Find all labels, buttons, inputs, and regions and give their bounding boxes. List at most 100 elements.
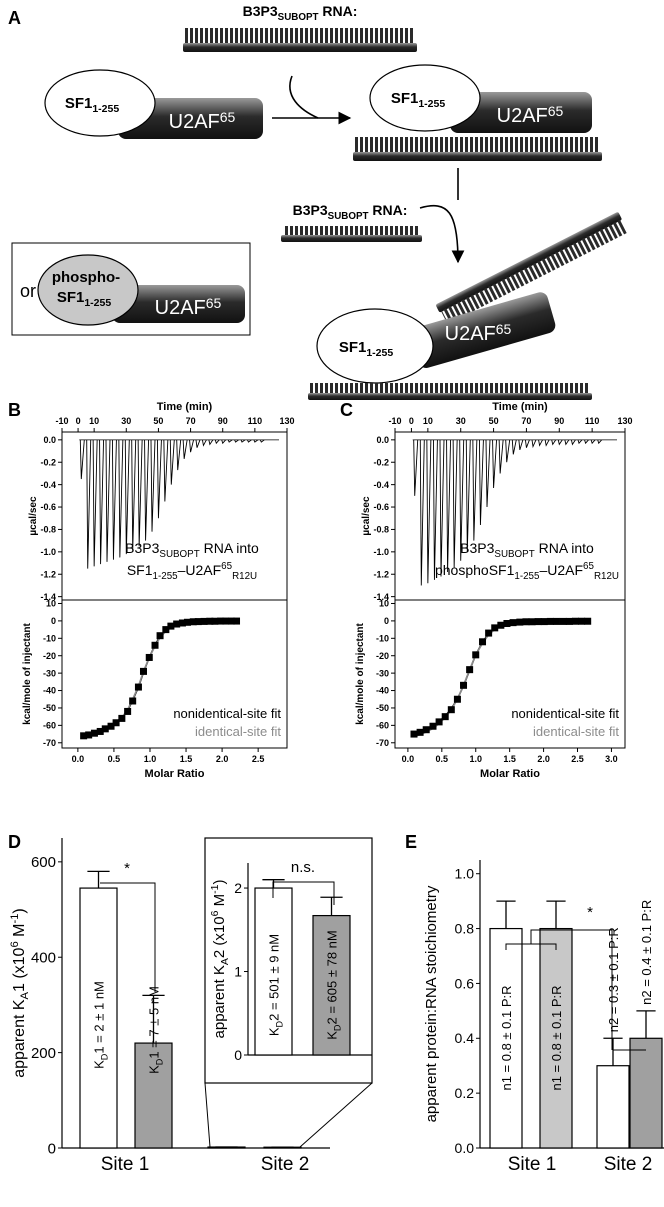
bar-label: KD1 = 7 ± 5 nM (147, 986, 165, 1074)
legend-label: nonidentical-site fit (511, 706, 619, 721)
injection-peak (131, 439, 137, 551)
data-point (85, 731, 93, 739)
text-part: 65 (496, 321, 512, 337)
y-tick-label: -30 (43, 668, 56, 678)
y-tick-label: -1.2 (373, 569, 389, 579)
data-point (96, 727, 104, 735)
data-point (167, 622, 175, 630)
sf1-label: SF11-255 (65, 95, 120, 115)
injection-peak (557, 439, 563, 446)
complex: SF11-255 U2AF65 (44, 69, 263, 139)
text-part: 65 (583, 561, 594, 572)
injection-peak (524, 439, 530, 448)
data-point (189, 618, 197, 626)
x-tick-label: 1.5 (180, 754, 193, 764)
y-tick-label: -60 (43, 721, 56, 731)
u2af-label: U2AF65 (497, 103, 564, 127)
bar (263, 1146, 302, 1149)
injection-peak (432, 439, 438, 580)
text-part: U2AF (169, 111, 220, 133)
significance-label: * (587, 904, 593, 921)
data-point (460, 681, 468, 689)
y-tick-label: 600 (31, 854, 56, 871)
arrow (289, 75, 319, 119)
injection-peak (195, 439, 201, 448)
plot-frame (61, 599, 288, 749)
text-part: B3P3 (293, 202, 328, 218)
y-tick-label: -0.2 (40, 457, 56, 467)
x-tick-label: 0.0 (402, 754, 415, 764)
y-tick-label: 1.0 (455, 866, 475, 882)
x-tick-label: 2.0 (216, 754, 229, 764)
injection-peak (156, 439, 162, 519)
data-point (217, 617, 225, 625)
data-point (178, 619, 186, 627)
injection-peak (144, 439, 150, 541)
y-tick-label: 2 (234, 880, 242, 896)
injection-peak (163, 439, 169, 502)
y-axis-label: kcal/mole of injectant (22, 622, 33, 724)
x-axis-label: Time (min) (157, 401, 213, 413)
injection-peak (99, 439, 105, 565)
injection-peak (201, 439, 207, 447)
x-axis-label: Molar Ratio (480, 768, 540, 780)
y-tick-label: -1.0 (373, 547, 389, 557)
y-axis-label: apparent protein:RNA stoichiometry (423, 885, 440, 1122)
rna-label: B3P3SUBOPT RNA: (293, 202, 408, 222)
bar-label: n2 = 0.3 ± 0.1 P:R (606, 927, 621, 1032)
y-tick-label: -0.6 (40, 502, 56, 512)
injection-peak (79, 439, 85, 480)
y-tick-label: 0.0 (455, 1140, 475, 1156)
injection-peak (590, 439, 596, 445)
legend-label: nonidentical-site fit (173, 706, 281, 721)
text-part: 2 = 501 ± 9 nM (267, 934, 282, 1021)
y-tick-label: -50 (376, 703, 389, 713)
text-part: ) (11, 908, 28, 913)
data-point (124, 707, 132, 715)
text-part: R12U (594, 571, 619, 582)
x-tick-label: 2.5 (571, 754, 584, 764)
x-tick-label: 130 (279, 416, 294, 426)
x-tick-label: 10 (423, 416, 433, 426)
text-part: D (275, 1020, 285, 1027)
x-tick-label: 2.0 (537, 754, 550, 764)
y-tick-label: -0.8 (40, 525, 56, 535)
y-tick-label: 400 (31, 949, 56, 966)
x-tick-label: 130 (617, 416, 632, 426)
text-part: B3P3 (460, 540, 494, 556)
data-point (453, 695, 461, 703)
injection-peak (452, 439, 458, 568)
injection-peak (240, 439, 246, 443)
y-tick-label: -20 (376, 651, 389, 661)
x-tick-label: 0.5 (436, 754, 449, 764)
x-tick-label: 0.5 (108, 754, 121, 764)
bar (207, 1146, 246, 1149)
injection-peak (531, 439, 537, 449)
text-part: apparent K (11, 999, 28, 1078)
bar (596, 1065, 630, 1149)
injection-peak (551, 439, 557, 446)
text-part: 1 (x10 (11, 947, 28, 992)
y-tick-label: 0 (51, 616, 56, 626)
text-part: D (100, 1053, 110, 1060)
u2af-label: U2AF65 (155, 295, 222, 319)
x-tick-label: 70 (521, 416, 531, 426)
x-tick-label: 10 (89, 416, 99, 426)
injection-peak (505, 439, 511, 463)
text-part: M (211, 894, 228, 911)
annotation: B3P3SUBOPT RNA into (460, 540, 594, 560)
text-part: D (333, 1024, 343, 1031)
text-part: 1-255 (84, 297, 111, 309)
y-axis-label: µcal/sec (361, 496, 372, 536)
y-tick-label: 1 (234, 963, 242, 979)
text-part: 65 (221, 561, 232, 572)
bar-label: n1 = 0.8 ± 0.1 P:R (499, 985, 514, 1090)
text-part: SF1 (65, 95, 93, 112)
data-point (472, 651, 480, 659)
injection-peak (111, 439, 117, 560)
y-tick-label: -70 (376, 738, 389, 748)
data-point (194, 618, 202, 626)
injection-peak (518, 439, 524, 451)
y-tick-label: -10 (376, 633, 389, 643)
text-part: K (92, 1060, 107, 1069)
